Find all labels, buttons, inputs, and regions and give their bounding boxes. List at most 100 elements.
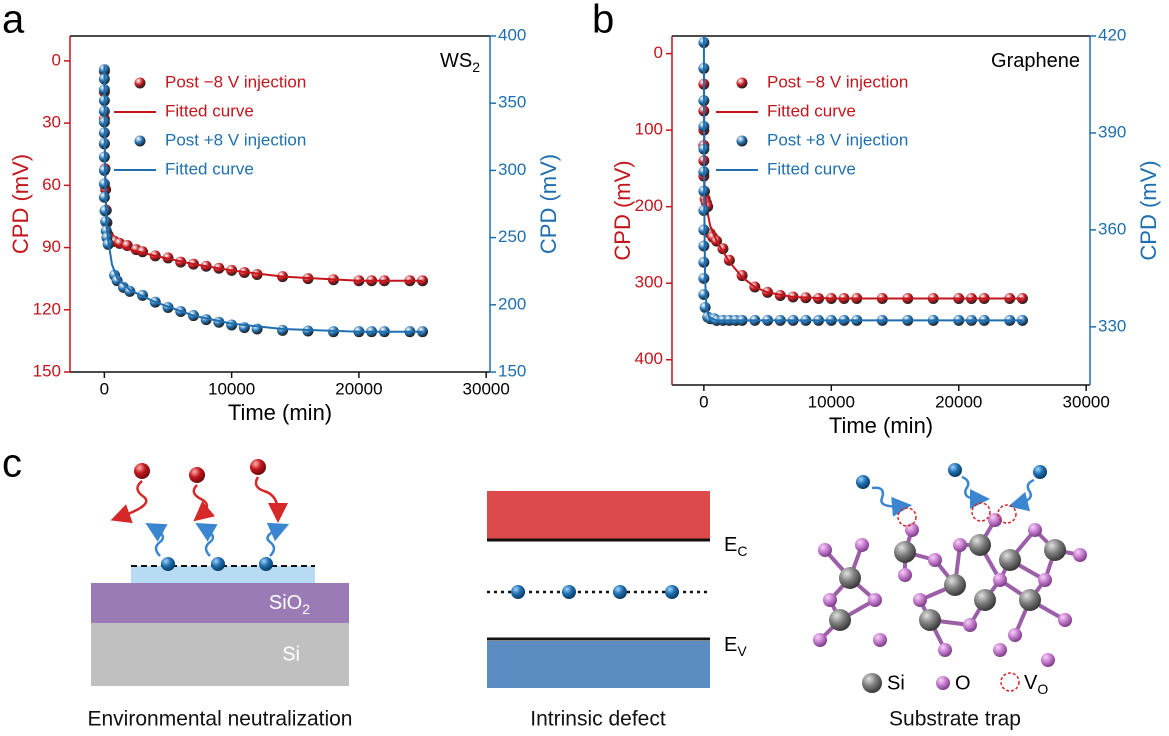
caption: Substrate trap [889, 708, 1021, 731]
legend-label: Post −8 V injection [767, 72, 908, 91]
o-atom [898, 568, 912, 582]
panel-c: c SiO2 Si Environmental neutralization E… [2, 442, 1087, 731]
y2-axis-label: CPD (mV) [1136, 160, 1161, 260]
data-point [98, 191, 110, 203]
y-tick-label: 100 [635, 120, 663, 139]
o-atom [868, 593, 882, 607]
y-tick-label: 60 [42, 175, 61, 194]
panel-label: c [2, 442, 22, 486]
legend-vo: VO [1024, 672, 1048, 696]
y2-tick-label: 150 [498, 361, 526, 380]
x-tick-label: 10000 [808, 392, 855, 411]
x-axis-label: Time (min) [829, 413, 933, 438]
x-tick-label: 30000 [1063, 392, 1110, 411]
data-point [417, 275, 429, 287]
y2-tick-label: 250 [498, 227, 526, 246]
si-atom [1044, 539, 1066, 561]
o-atom [855, 538, 869, 552]
fit-line [702, 35, 1023, 322]
o-atom [813, 633, 827, 647]
fit-line [103, 65, 423, 333]
si-atom [894, 541, 916, 563]
si-atom [839, 567, 861, 589]
title-text: WS [440, 50, 472, 72]
si-atom [974, 589, 996, 611]
legend-label: Fitted curve [165, 101, 254, 120]
valence-band [487, 641, 710, 688]
y-axis-label: CPD (mV) [8, 154, 33, 254]
o-atom [1028, 523, 1042, 537]
o-atom [818, 543, 832, 557]
o-atom [993, 643, 1007, 657]
o-atom [1008, 628, 1022, 642]
y-tick-label: 0 [52, 50, 61, 69]
y2-tick-label: 350 [498, 93, 526, 112]
si-atom [919, 609, 941, 631]
legend-label: Fitted curve [165, 159, 254, 178]
data-point [417, 326, 429, 338]
molecule [813, 513, 1087, 667]
si-label: Si [282, 643, 300, 665]
caption: Intrinsic defect [530, 708, 666, 731]
si-layer [91, 622, 349, 686]
legend-marker [134, 135, 146, 147]
fit-line [103, 71, 423, 282]
conduction-band [487, 491, 710, 539]
panel-label: a [2, 0, 25, 42]
si-atom [1019, 589, 1041, 611]
legend-marker [736, 77, 748, 89]
si-atom [969, 534, 991, 556]
y2-tick-label: 390 [1098, 122, 1126, 141]
legend-o: O [955, 672, 971, 694]
legend-marker [134, 77, 146, 89]
x-tick-label: 10000 [208, 379, 255, 398]
sio2-layer [91, 583, 349, 623]
o-atom [1041, 653, 1055, 667]
y2-tick-label: 200 [498, 294, 526, 313]
x-axis-label: Time (min) [228, 400, 332, 425]
y2-axis-label: CPD (mV) [536, 154, 561, 254]
title-text: Graphene [991, 50, 1080, 72]
x-tick-label: 20000 [335, 379, 382, 398]
o-atom [913, 593, 927, 607]
data-point [251, 269, 263, 281]
o-atom [993, 573, 1007, 587]
x-tick-label: 20000 [935, 392, 982, 411]
legend-label: Post +8 V injection [767, 130, 908, 149]
y-tick-label: 0 [654, 43, 663, 62]
legend-label: Post +8 V injection [165, 130, 306, 149]
caption: Environmental neutralization [88, 708, 353, 731]
legend-label: Fitted curve [767, 159, 856, 178]
si-atom [944, 574, 966, 596]
chart-title: Graphene [991, 50, 1080, 72]
si-atom [829, 609, 851, 631]
data-point [99, 205, 111, 217]
o-atom [953, 538, 967, 552]
y-tick-label: 200 [635, 196, 663, 215]
data-point [302, 325, 314, 337]
chart-title: WS2 [440, 50, 480, 74]
o-atom [928, 553, 942, 567]
ev-label: EV [724, 634, 747, 658]
data-point [699, 301, 711, 313]
o-atom [963, 618, 977, 632]
legend-label: Fitted curve [767, 101, 856, 120]
ec-label: EC [724, 534, 747, 558]
y-tick-label: 150 [33, 361, 61, 380]
y-tick-label: 90 [42, 237, 61, 256]
legend-marker [736, 135, 748, 147]
legend-si: Si [887, 672, 905, 694]
si-atom [999, 549, 1021, 571]
y-tick-label: 300 [635, 273, 663, 292]
fit-line [702, 61, 1023, 300]
defect-electrons [511, 585, 679, 599]
data-point [698, 256, 710, 268]
o-atom [1073, 548, 1087, 562]
electrons [110, 459, 290, 571]
y-tick-label: 120 [33, 299, 61, 318]
o-atom [873, 633, 887, 647]
y-axis-label: CPD (mV) [610, 160, 635, 260]
x-tick-label: 0 [699, 392, 708, 411]
